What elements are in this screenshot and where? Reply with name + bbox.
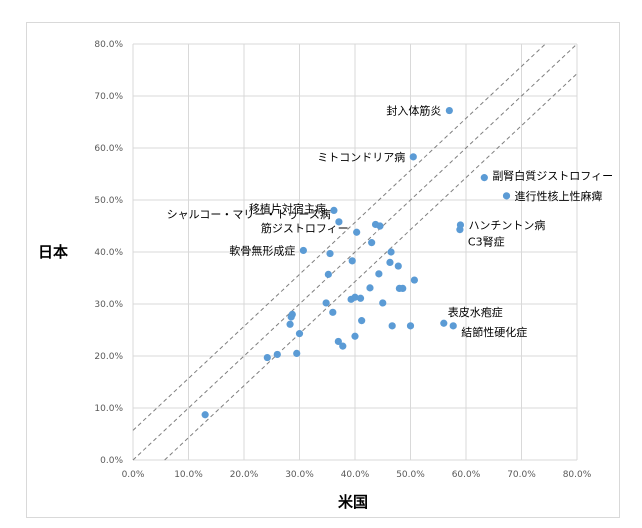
data-point — [351, 332, 359, 340]
data-point — [379, 299, 387, 307]
data-point — [348, 257, 356, 265]
data-point — [356, 294, 365, 302]
data-point — [334, 337, 342, 346]
x-axis-ticks: 0.0% 10.0% 20.0% 30.0% 40.0% 50.0% 60.0% 70.0% 8… — [122, 470, 592, 480]
data-point — [324, 270, 332, 278]
y-tick-label: 70.0% — [94, 92, 123, 102]
data-point — [394, 262, 402, 270]
data-point — [288, 310, 296, 318]
data-point — [440, 319, 448, 327]
y-axis-ticks: 0.0% 10.0% 20.0% 30.0% 40.0% 50.0% 60.0% 70.0% 8… — [94, 40, 123, 466]
reference-line — [164, 73, 578, 461]
x-tick-label: 0.0% — [122, 470, 145, 480]
data-point — [387, 248, 395, 256]
data-point — [326, 249, 334, 258]
data-point — [329, 308, 337, 316]
data-label: 封入体筋炎 — [386, 104, 441, 118]
reference-line — [132, 43, 578, 461]
data-point — [299, 246, 307, 255]
data-point — [366, 284, 374, 292]
data-point — [406, 322, 415, 330]
data-point — [368, 239, 376, 247]
data-label: 副腎白質ジストロフィー — [492, 169, 613, 183]
data-point — [330, 206, 338, 214]
data-label: 移植片対宿主病 — [249, 201, 326, 215]
data-label: 進行性核上性麻痺 — [515, 189, 603, 203]
data-point — [286, 320, 294, 328]
data-point — [386, 258, 394, 266]
data-point — [410, 276, 418, 284]
data-point — [388, 322, 396, 330]
data-label: ハンチントン病 — [468, 218, 545, 232]
data-point — [445, 106, 453, 115]
data-point — [353, 228, 361, 236]
x-tick-label: 50.0% — [396, 470, 425, 480]
data-point — [273, 350, 281, 359]
x-tick-label: 70.0% — [507, 470, 536, 480]
reference-line — [132, 43, 546, 431]
y-tick-label: 20.0% — [94, 352, 123, 362]
data-point — [293, 349, 301, 357]
data-point — [351, 293, 359, 301]
data-label: ミトコンドリア病 — [317, 150, 405, 164]
data-point — [502, 192, 511, 200]
y-tick-label: 0.0% — [100, 456, 123, 466]
y-tick-label: 10.0% — [94, 404, 123, 414]
data-label: 結節性硬化症 — [461, 325, 527, 339]
y-tick-label: 30.0% — [94, 300, 123, 310]
data-point — [339, 342, 347, 350]
data-point — [480, 174, 488, 182]
x-tick-label: 80.0% — [563, 470, 592, 480]
data-point — [399, 284, 407, 292]
y-tick-label: 80.0% — [94, 40, 123, 50]
data-label: C3腎症 — [468, 235, 505, 249]
data-label: 軟骨無形成症 — [229, 243, 295, 257]
x-tick-label: 10.0% — [174, 470, 203, 480]
reference-lines — [132, 43, 578, 461]
data-point — [322, 299, 330, 307]
data-point — [375, 270, 383, 278]
x-axis-title: 米国 — [338, 493, 368, 511]
data-label: 表皮水疱症 — [448, 305, 503, 319]
data-point — [335, 218, 343, 226]
data-label: 筋ジストロフィー — [261, 221, 349, 235]
data-point — [263, 353, 271, 362]
data-point — [456, 221, 465, 229]
data-points — [201, 106, 511, 419]
gridlines — [132, 43, 578, 461]
data-point — [449, 322, 457, 330]
data-point — [409, 153, 417, 161]
x-tick-label: 60.0% — [452, 470, 481, 480]
data-label: シャルコー・マリー・トゥース病 — [167, 207, 331, 221]
data-point — [295, 330, 304, 338]
data-point — [358, 317, 366, 325]
x-tick-label: 20.0% — [230, 470, 259, 480]
y-tick-label: 40.0% — [94, 248, 123, 258]
y-tick-label: 60.0% — [94, 144, 123, 154]
y-tick-label: 50.0% — [94, 196, 123, 206]
x-tick-label: 40.0% — [341, 470, 370, 480]
data-point — [201, 411, 209, 419]
data-point — [376, 222, 384, 230]
y-axis-title: 日本 — [38, 243, 68, 261]
x-tick-label: 30.0% — [285, 470, 314, 480]
